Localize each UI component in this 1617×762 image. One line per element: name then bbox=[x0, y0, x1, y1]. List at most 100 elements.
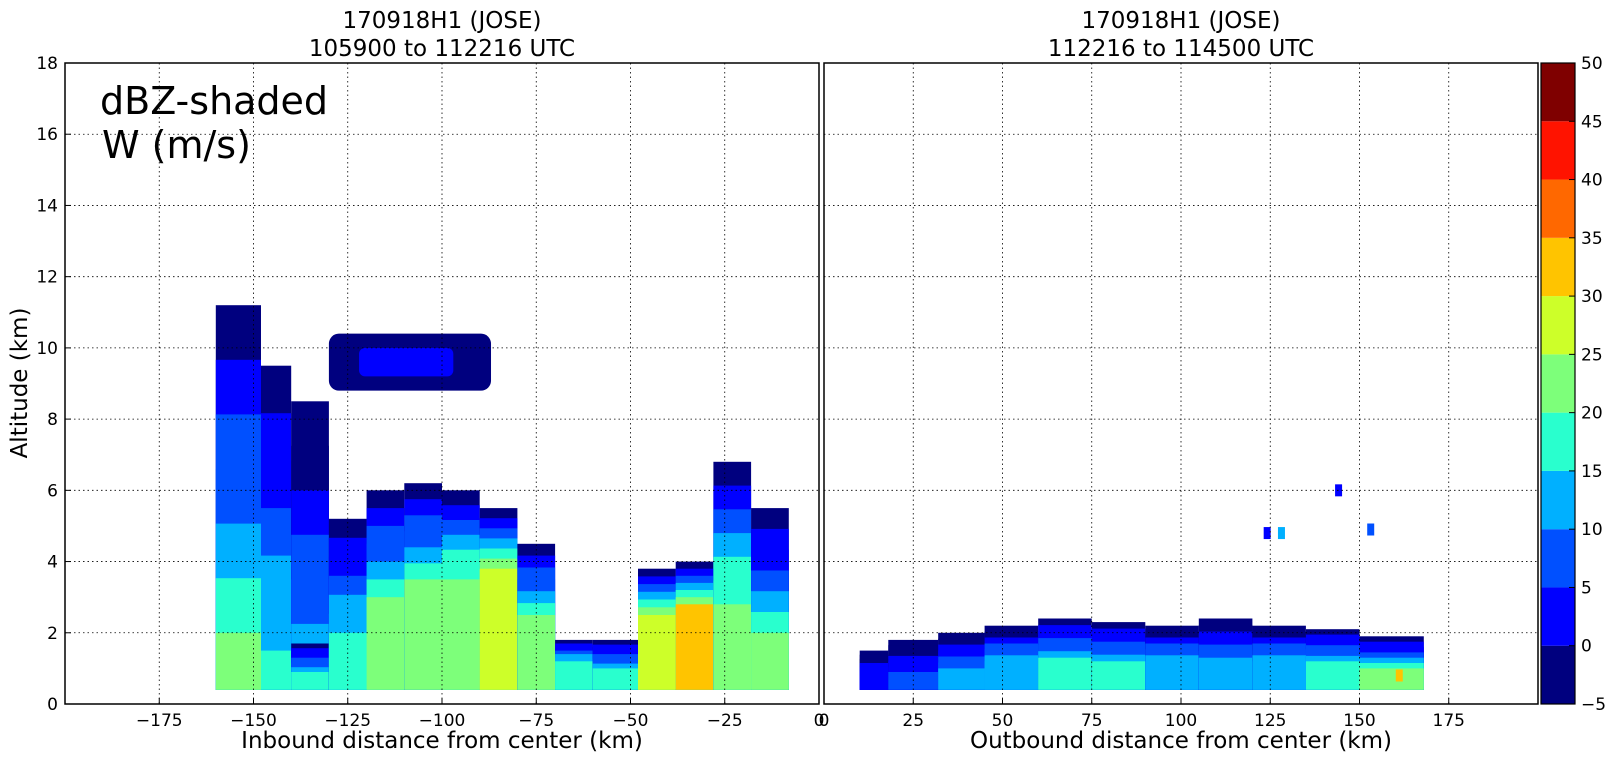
left-anvil-core bbox=[359, 347, 454, 377]
right-speck-4 bbox=[1395, 669, 1403, 682]
colorbar-swatch-3 bbox=[1541, 470, 1575, 530]
y-axis-label: Altitude (km) bbox=[7, 308, 33, 459]
colorbar-swatch-5 bbox=[1541, 354, 1575, 413]
left-xtick-label-1: −150 bbox=[230, 711, 277, 731]
right-speck-3 bbox=[1367, 523, 1375, 536]
ytick-label-1: 2 bbox=[47, 624, 58, 644]
ytick-label-6: 12 bbox=[36, 268, 58, 288]
right-column-10-level-6 bbox=[1359, 668, 1424, 690]
left-gridlines bbox=[65, 63, 819, 704]
right-column-0-level-6 bbox=[859, 675, 889, 690]
left-column-13-level-6 bbox=[675, 604, 714, 690]
colorbar-tick-label-5: 20 bbox=[1581, 404, 1603, 424]
left-x-axis-label: Inbound distance from center (km) bbox=[241, 728, 643, 754]
left-y-ticks: 0 2 4 6 8 10 12 14 16 18 bbox=[36, 54, 71, 715]
left-column-4-level-6 bbox=[328, 632, 367, 690]
left-column-6-level-6 bbox=[404, 579, 442, 690]
right-panel-title: 170918H1 (JOSE) bbox=[1081, 8, 1280, 34]
colorbar: −5 0 5 10 15 20 25 30 35 40 45 50 bbox=[1540, 54, 1606, 715]
ytick-label-3: 6 bbox=[47, 481, 58, 501]
left-column-3-level-6 bbox=[291, 672, 329, 690]
left-column-14-level-6 bbox=[713, 604, 752, 690]
left-xtick-label-6: −25 bbox=[707, 711, 743, 731]
annotation-dbz-shaded: dBZ-shaded bbox=[100, 79, 328, 123]
right-xtick-label-0: 0 bbox=[819, 711, 830, 731]
colorbar-tick-label-11: 50 bbox=[1581, 54, 1603, 74]
colorbar-swatch-9 bbox=[1541, 121, 1575, 180]
right-column-7-level-6 bbox=[1198, 657, 1253, 690]
colorbar-tick-label-10: 45 bbox=[1581, 112, 1603, 132]
colorbar-tick-label-4: 15 bbox=[1581, 462, 1603, 482]
right-xtick-label-1: 25 bbox=[902, 711, 924, 731]
colorbar-tick-label-0: −5 bbox=[1581, 695, 1606, 715]
left-panel-subtitle: 105900 to 112216 UTC bbox=[309, 36, 575, 62]
left-panel-title: 170918H1 (JOSE) bbox=[342, 8, 541, 34]
right-speck-2 bbox=[1335, 484, 1343, 497]
annotation-w-ms: W (m/s) bbox=[102, 123, 251, 167]
left-xtick-label-3: −100 bbox=[419, 711, 466, 731]
colorbar-swatch-2 bbox=[1541, 529, 1575, 588]
right-column-9-level-6 bbox=[1306, 661, 1360, 690]
ytick-label-2: 4 bbox=[47, 553, 58, 573]
right-xtick-label-5: 125 bbox=[1254, 711, 1286, 731]
ytick-label-5: 10 bbox=[36, 339, 58, 359]
right-column-5-level-6 bbox=[1091, 661, 1146, 690]
ytick-label-8: 16 bbox=[36, 125, 58, 145]
left-column-11-level-6 bbox=[592, 668, 638, 690]
right-column-8-level-6 bbox=[1252, 661, 1306, 690]
ytick-label-0: 0 bbox=[47, 695, 58, 715]
left-column-15-level-6 bbox=[751, 632, 789, 690]
right-xtick-label-6: 150 bbox=[1343, 711, 1375, 731]
colorbar-ticks: −5 0 5 10 15 20 25 30 35 40 45 50 bbox=[1569, 54, 1606, 715]
colorbar-swatch-8 bbox=[1541, 179, 1575, 238]
right-x-axis-label: Outbound distance from center (km) bbox=[970, 728, 1392, 754]
colorbar-swatch-1 bbox=[1541, 587, 1575, 646]
left-xtick-label-5: −50 bbox=[613, 711, 649, 731]
left-dbz-field bbox=[215, 305, 789, 690]
right-speck-1 bbox=[1277, 527, 1285, 540]
colorbar-tick-label-7: 30 bbox=[1581, 287, 1603, 307]
right-gridlines bbox=[824, 63, 1538, 704]
colorbar-tick-label-8: 35 bbox=[1581, 229, 1603, 249]
colorbar-tick-label-3: 10 bbox=[1581, 520, 1603, 540]
left-column-10-level-6 bbox=[555, 661, 593, 690]
right-column-6-level-6 bbox=[1145, 661, 1199, 690]
right-column-3-level-6 bbox=[984, 661, 1039, 690]
left-column-7-level-6 bbox=[442, 579, 480, 690]
left-panel: 170918H1 (JOSE) 105900 to 112216 UTC −17… bbox=[7, 8, 824, 754]
right-column-4-level-6 bbox=[1038, 657, 1092, 690]
right-speck-0 bbox=[1263, 527, 1271, 540]
right-panel: 170918H1 (JOSE) 112216 to 114500 UTC 0 25… bbox=[819, 8, 1539, 754]
right-panel-subtitle: 112216 to 114500 UTC bbox=[1048, 36, 1314, 62]
right-column-2-level-6 bbox=[938, 668, 985, 690]
right-xtick-label-2: 50 bbox=[992, 711, 1014, 731]
right-x-ticks: 0 25 50 75 100 125 150 175 bbox=[819, 698, 1465, 731]
colorbar-swatch-6 bbox=[1541, 296, 1575, 355]
colorbar-tick-label-6: 25 bbox=[1581, 345, 1603, 365]
left-column-12-level-6 bbox=[638, 615, 676, 690]
colorbar-tick-label-9: 40 bbox=[1581, 171, 1603, 191]
left-column-0-level-6 bbox=[215, 632, 261, 690]
left-xtick-label-4: −75 bbox=[518, 711, 554, 731]
ytick-label-7: 14 bbox=[36, 196, 58, 216]
colorbar-swatch-7 bbox=[1541, 237, 1575, 297]
left-column-9-level-6 bbox=[517, 615, 556, 690]
right-xtick-label-7: 175 bbox=[1433, 711, 1465, 731]
right-xtick-label-3: 75 bbox=[1081, 711, 1103, 731]
right-dbz-field bbox=[859, 484, 1424, 690]
colorbar-swatch-10 bbox=[1541, 63, 1575, 122]
colorbar-tick-label-2: 5 bbox=[1581, 578, 1592, 598]
left-x-ticks: −175 −150 −125 −100 −75 −50 −25 0 bbox=[136, 698, 825, 731]
ytick-label-4: 8 bbox=[47, 410, 58, 430]
colorbar-tick-label-1: 0 bbox=[1581, 637, 1592, 657]
left-xtick-label-0: −175 bbox=[136, 711, 183, 731]
left-xtick-label-7: 0 bbox=[814, 711, 825, 731]
colorbar-swatch-0 bbox=[1541, 645, 1575, 704]
colorbar-frame bbox=[1540, 62, 1576, 705]
colorbar-swatch-4 bbox=[1541, 412, 1575, 471]
left-column-1-level-6 bbox=[261, 650, 292, 690]
left-column-5-level-6 bbox=[366, 597, 405, 690]
right-xtick-label-4: 100 bbox=[1165, 711, 1197, 731]
colorbar-swatches bbox=[1541, 63, 1575, 704]
